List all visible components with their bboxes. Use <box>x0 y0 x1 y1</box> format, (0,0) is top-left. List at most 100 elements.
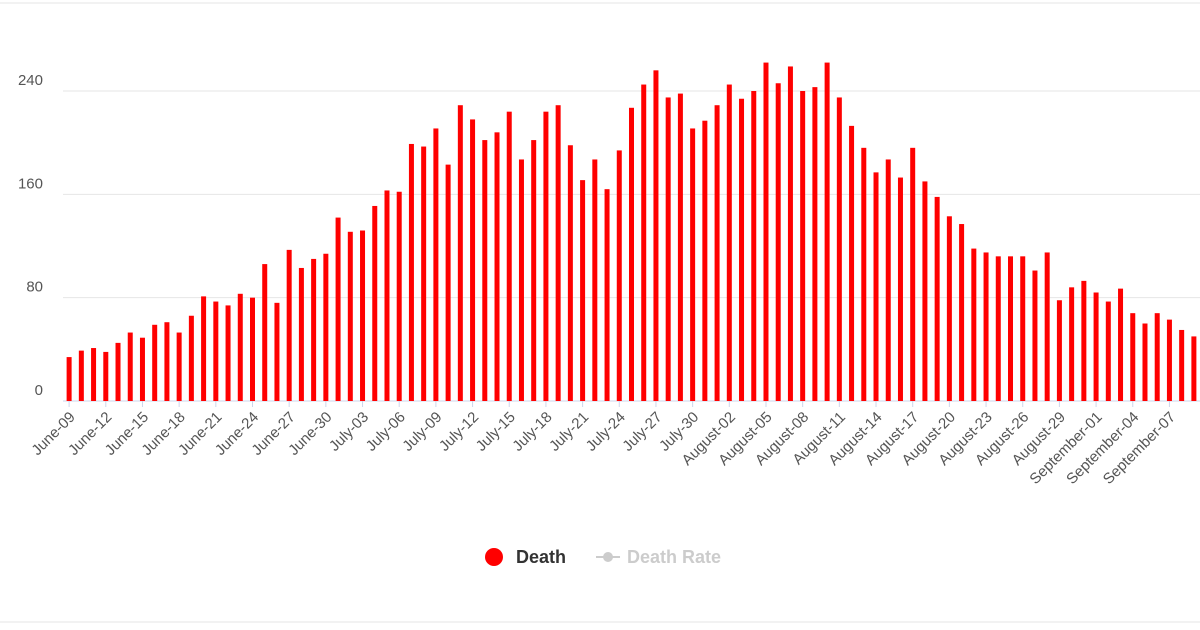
bar <box>751 91 757 401</box>
bar <box>592 159 598 401</box>
bar <box>983 252 989 401</box>
bar <box>408 143 414 402</box>
bar <box>1191 336 1197 401</box>
bar <box>115 342 121 401</box>
bar <box>188 315 194 401</box>
y-tick-label: 240 <box>18 72 43 89</box>
bar <box>1081 280 1087 401</box>
bar <box>604 189 610 401</box>
bar <box>1118 288 1124 401</box>
bar <box>959 224 965 401</box>
bar <box>1056 300 1062 401</box>
bar <box>470 119 476 402</box>
x-tick-label: July-21 <box>546 409 592 455</box>
bar <box>677 93 683 401</box>
bar <box>1105 301 1111 401</box>
bar <box>286 249 292 401</box>
bar <box>201 296 207 401</box>
legend-marker[interactable] <box>603 552 614 562</box>
legend-marker[interactable] <box>485 548 503 566</box>
bar <box>971 248 977 401</box>
bar <box>690 128 696 402</box>
bar <box>910 147 916 401</box>
bar <box>384 190 390 401</box>
bar <box>225 305 231 401</box>
bar <box>323 253 329 401</box>
bar <box>335 217 341 401</box>
bar <box>127 332 133 401</box>
x-tick-label: July-12 <box>436 409 482 455</box>
bar <box>775 83 781 401</box>
bar <box>66 357 72 401</box>
bar <box>433 128 439 402</box>
bar <box>629 107 634 402</box>
y-tick-label: 160 <box>18 175 43 192</box>
bar <box>1179 329 1185 401</box>
bar <box>91 348 97 401</box>
bar <box>531 140 537 402</box>
bar <box>702 120 708 401</box>
bar <box>421 146 427 401</box>
bar <box>445 164 451 401</box>
bar <box>139 337 145 401</box>
bar <box>739 98 745 401</box>
bar <box>262 264 268 401</box>
bar <box>922 181 928 401</box>
bar <box>995 256 1001 401</box>
x-tick-label: July-15 <box>473 409 519 455</box>
bar <box>812 87 818 401</box>
bar <box>372 205 378 401</box>
bar <box>567 145 573 401</box>
bar <box>396 191 402 401</box>
bar <box>1130 313 1136 401</box>
bar <box>885 159 891 401</box>
bar <box>873 172 879 401</box>
x-tick-label: July-24 <box>583 409 629 455</box>
bar <box>213 301 219 401</box>
bar <box>274 302 280 401</box>
bar <box>836 97 842 401</box>
bar <box>518 159 524 401</box>
bar <box>726 84 732 402</box>
bar <box>482 140 488 402</box>
bar <box>1044 252 1050 401</box>
bar <box>457 105 463 401</box>
bar <box>763 62 769 401</box>
bar <box>237 293 243 401</box>
bar <box>506 111 512 402</box>
bar <box>176 332 182 401</box>
bar <box>152 324 158 401</box>
bar <box>861 147 867 401</box>
bar <box>555 105 561 401</box>
bar <box>1166 319 1172 401</box>
x-tick-label: July-03 <box>326 409 372 455</box>
legend-label[interactable]: Death <box>516 547 566 567</box>
legend-label[interactable]: Death Rate <box>627 547 721 567</box>
bar <box>1093 292 1099 401</box>
x-tick-label: July-27 <box>619 409 665 455</box>
x-tick-label: July-09 <box>399 409 445 455</box>
bar <box>665 97 671 401</box>
bar <box>897 177 903 401</box>
x-tick-label: July-18 <box>509 409 555 455</box>
bar <box>714 105 720 401</box>
bar <box>653 70 659 401</box>
bar <box>1154 313 1160 401</box>
bar <box>360 230 366 401</box>
y-tick-label: 0 <box>35 382 43 399</box>
bar <box>787 66 793 401</box>
bar <box>616 150 622 401</box>
bar <box>641 84 647 402</box>
bar <box>298 267 304 401</box>
x-tick-label: July-06 <box>363 409 409 455</box>
bar <box>311 258 317 401</box>
bar <box>250 297 255 401</box>
bar <box>494 132 500 402</box>
bar <box>934 196 940 401</box>
bar <box>78 350 84 401</box>
bar <box>164 322 170 401</box>
bar <box>1069 287 1075 401</box>
bar <box>824 62 830 401</box>
bar <box>580 180 586 401</box>
y-tick-label: 80 <box>26 279 43 296</box>
